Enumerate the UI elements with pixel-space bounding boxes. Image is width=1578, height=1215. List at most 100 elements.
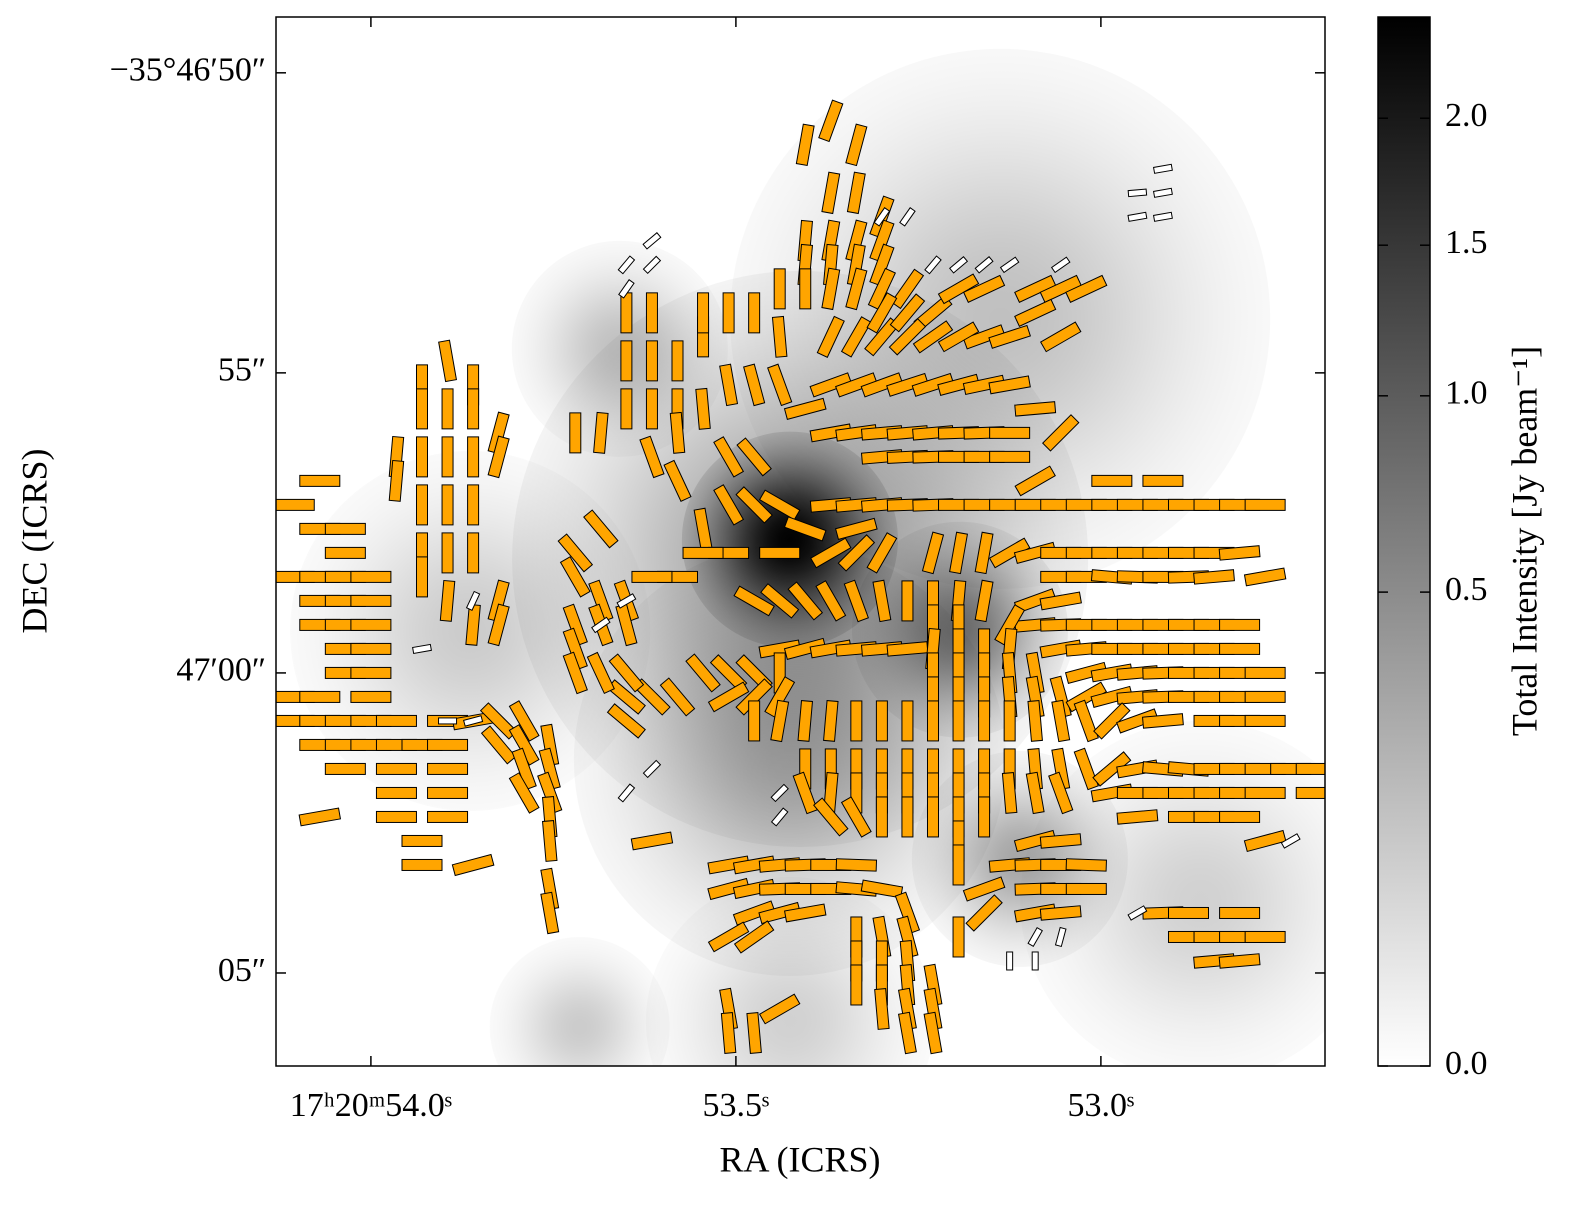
polarization-vector [962,876,1006,902]
polarization-vector [467,388,480,430]
polarization-vector [645,292,658,334]
polarization-vector [1116,708,1159,734]
polarization-vector [1243,567,1287,587]
polarization-vector [875,796,888,838]
polarization-vector [899,207,916,227]
polarization-vector [1219,906,1261,919]
polarization-vector [659,677,696,717]
polarization-vector [758,489,801,521]
polarization-vector [1193,569,1235,585]
polarization-vector [911,372,955,397]
polarization-vector [835,372,878,398]
polarization-vector [591,616,611,634]
polarization-vector [350,642,392,655]
polarization-vector [1091,474,1133,487]
polarization-vector [845,267,868,311]
polarization-vector [642,232,662,250]
polarization-vector [823,699,839,742]
polarization-vector [783,637,827,661]
intensity-source [489,937,670,1066]
polarization-vector [743,363,766,407]
polarization-vector [707,921,750,953]
polarization-vector [792,771,818,815]
polarization-vector [1295,762,1325,775]
polarization-vector [669,411,686,454]
polarization-vector [441,388,454,430]
polarization-vector [759,546,801,559]
polarization-vector [1127,188,1148,198]
polarization-vector [770,699,790,743]
polarization-vector [1127,905,1148,921]
polarization-vector [837,534,876,572]
polarization-vector [299,474,341,487]
polarization-vector [463,715,484,727]
polarization-vector [388,459,405,502]
polarization-vector [1027,926,1043,947]
polarization-vector [748,700,761,742]
polarization-vector [441,532,454,574]
polarization-vector [618,279,635,299]
polarization-vector [1003,700,1016,742]
polarization-vector [682,546,724,559]
polarization-vector [813,797,849,837]
polarization-vector [735,486,773,524]
polarization-vector [1014,274,1057,303]
colorbar-label: Total Intensity [Jy beam⁻¹] [1504,346,1544,736]
polarization-vector [937,321,980,353]
polarization-vector [988,375,1031,395]
polarization-vector [1092,751,1132,787]
plot-frame [275,16,1326,1067]
colorbar-tick-label: 0.0 [1445,1045,1488,1082]
polarization-vector [869,219,895,263]
polarization-vector [795,123,815,167]
polarization-vector [926,700,939,742]
polarization-vector [923,1011,943,1055]
polarization-vector [1065,882,1107,895]
polarization-vector [1073,699,1099,743]
polarization-vector [912,320,954,354]
polarization-vector [988,324,1031,349]
polarization-vector [415,484,428,526]
polarization-vector [999,256,1020,274]
polarization-vector [438,717,458,725]
polarization-vector [695,387,711,430]
polarization-vector [760,583,800,619]
polarization-vector [401,834,443,847]
polarization-vector [736,437,772,477]
polarization-vector [845,123,868,167]
polarization-vector [758,901,802,925]
y-tick-label: 05″ [218,952,266,989]
polarization-vector [989,426,1031,439]
polarization-vector [962,274,1006,303]
polarization-vector [949,256,969,274]
polarization-vector [465,590,481,612]
polarization-vector [350,618,392,631]
polarization-vector [850,964,863,1006]
polarization-vector [467,532,480,574]
polarization-vector [860,879,904,899]
polarization-vector [888,318,927,356]
polarization-vector [872,579,892,623]
polarization-vector [764,676,796,718]
polarization-vector [639,435,665,479]
polarization-vector [1142,474,1184,487]
polarization-vector [1014,465,1056,497]
polarization-vector [965,894,1003,932]
polarization-vector [773,268,786,310]
axes: 17ʰ20ᵐ54.0ˢ 53.5ˢ 53.0ˢ −35°46′50″ 55″ 47′00″… [110,17,1488,1124]
polarization-vector [978,796,991,838]
polarization-vector [952,844,965,886]
polarization-vector [1244,498,1286,511]
polarization-vector [1218,545,1261,561]
polarization-vector [1244,786,1286,799]
polarization-vector [439,579,456,622]
polarization-vector [375,714,417,727]
x-tick-label: 53.0ˢ [1068,1087,1135,1124]
polarization-vector [974,579,994,623]
polarization-vector [748,292,761,334]
polarization-vector [783,397,827,420]
polarization-vector [815,580,847,622]
polarization-vector [620,292,633,334]
polarization-vector [427,738,469,751]
polarization-vector [557,533,594,573]
